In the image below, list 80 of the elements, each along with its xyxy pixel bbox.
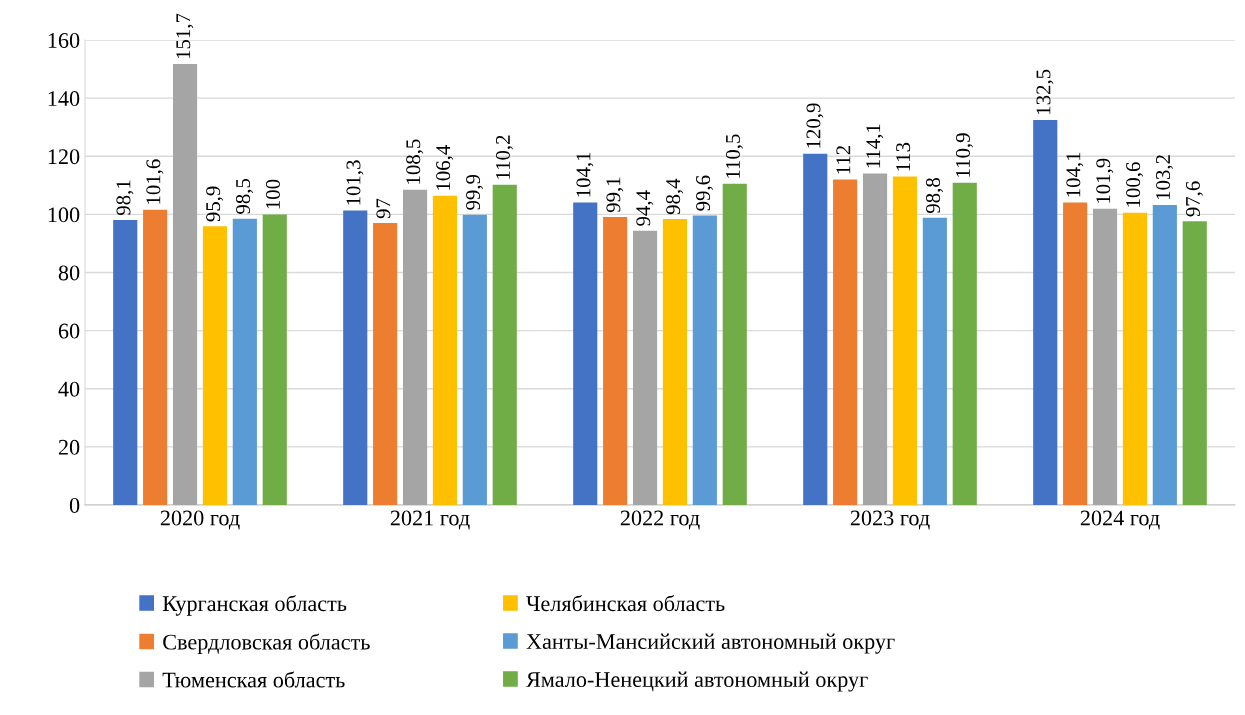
- bar: [202, 226, 228, 505]
- data-label: 103,2: [1156, 155, 1174, 200]
- data-label: 114,1: [866, 124, 884, 168]
- data-label: 110,5: [725, 134, 743, 178]
- legend-label: Курганская область: [162, 595, 347, 616]
- bar: [892, 176, 918, 505]
- bar: [1182, 221, 1207, 505]
- data-label: 99,9: [466, 174, 484, 210]
- data-label: 99,1: [606, 177, 624, 213]
- x-tick-label: 2020 год: [160, 510, 240, 530]
- data-label: 98,4: [666, 178, 684, 215]
- y-tick-label: 160: [48, 32, 80, 48]
- x-tick-label: 2024 год: [1080, 510, 1160, 530]
- data-label: 104,1: [1066, 152, 1084, 197]
- y-tick-label: 60: [58, 323, 80, 339]
- bar: [573, 202, 598, 505]
- x-tick-label: 2023 год: [850, 510, 930, 530]
- bar: [833, 179, 858, 505]
- bar: [1152, 205, 1177, 505]
- data-label: 110,2: [495, 135, 513, 179]
- data-label: 99,6: [696, 175, 714, 211]
- y-tick-label: 40: [58, 381, 80, 397]
- bar: [402, 189, 428, 505]
- y-tick-label: 20: [58, 439, 80, 455]
- bar: [343, 210, 368, 505]
- y-tick-label: 0: [69, 497, 80, 513]
- bar: [722, 183, 747, 505]
- bar: [922, 217, 947, 505]
- bar: [1063, 202, 1088, 505]
- bar: [803, 153, 828, 505]
- bar: [432, 195, 458, 505]
- bar: [262, 214, 287, 505]
- bar: [492, 184, 517, 505]
- x-tick-label: 2021 год: [390, 510, 470, 530]
- data-label: 98,1: [116, 180, 134, 216]
- bar: [113, 219, 138, 505]
- data-label: 101,6: [146, 159, 164, 204]
- bar: [462, 214, 487, 505]
- data-label: 98,5: [236, 178, 254, 214]
- data-label: 132,5: [1036, 69, 1054, 114]
- bar: [232, 218, 257, 505]
- bar: [952, 182, 977, 505]
- y-tick-label: 140: [48, 91, 80, 107]
- data-label: 110,9: [955, 133, 973, 177]
- bar: [862, 173, 888, 505]
- bar: [632, 230, 658, 505]
- data-label: 120,9: [806, 103, 824, 148]
- bar: [692, 215, 717, 505]
- bar: [662, 219, 688, 505]
- data-label: 94,4: [636, 190, 654, 226]
- data-label: 151,7: [176, 13, 194, 59]
- x-tick-label: 2022 год: [620, 510, 700, 530]
- data-label: 95,9: [206, 186, 224, 222]
- data-label: 100,6: [1126, 162, 1144, 207]
- bar: [373, 223, 398, 505]
- data-label: 108,5: [406, 139, 424, 184]
- legend-label: Челябинская область: [526, 595, 725, 612]
- legend-label: Свердловская область: [163, 633, 370, 655]
- y-tick-label: 80: [58, 265, 80, 281]
- data-label: 104,1: [576, 152, 594, 197]
- data-label: 113: [896, 142, 911, 171]
- bar: [1092, 208, 1118, 505]
- bar: [1122, 212, 1148, 505]
- data-label: 101,3: [346, 160, 364, 205]
- data-label: 97,6: [1185, 181, 1203, 217]
- legend-label: Ямало-Ненецкий автономный округ: [526, 671, 868, 692]
- bar: [603, 216, 628, 505]
- data-label: 98,8: [926, 178, 944, 214]
- data-label: 101,9: [1096, 158, 1114, 203]
- bar: [172, 64, 198, 505]
- data-label: 97: [376, 198, 391, 219]
- data-label: 106,4: [436, 145, 454, 190]
- legend-label: Тюменская область: [162, 671, 345, 688]
- y-tick-label: 120: [48, 149, 80, 165]
- data-label: 100: [265, 179, 280, 209]
- bar: [1033, 119, 1058, 505]
- legend-label: Ханты-Мансийский автономный округ: [526, 633, 895, 654]
- bar: [143, 209, 168, 505]
- data-label: 112: [836, 146, 851, 174]
- y-tick-label: 100: [48, 207, 80, 223]
